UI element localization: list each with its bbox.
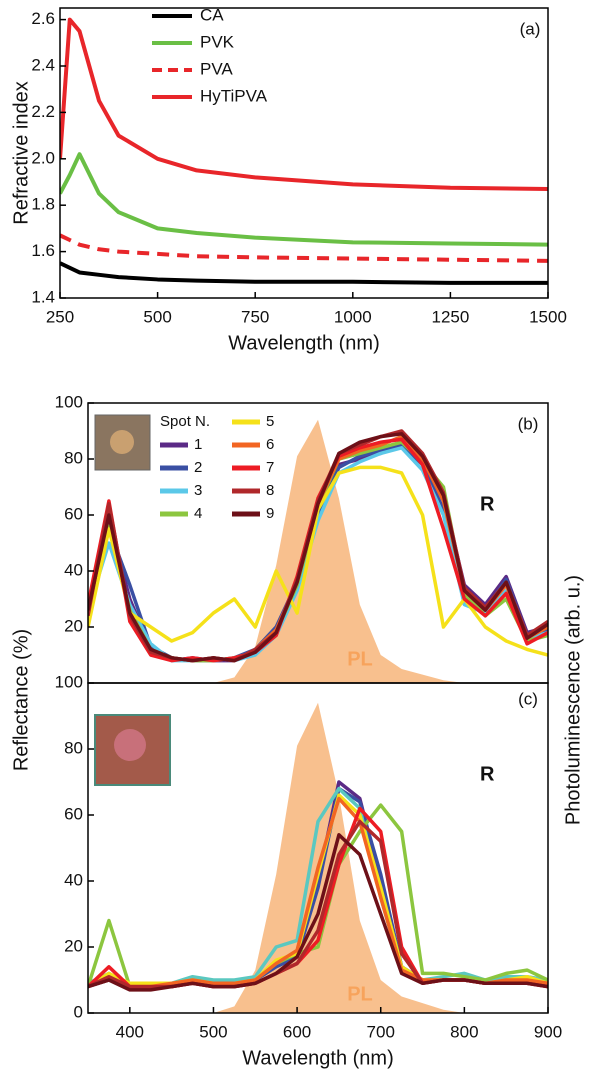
- y-tick-label: 1.8: [31, 195, 55, 214]
- series-line: [60, 17, 548, 191]
- legend-label: 7: [266, 459, 274, 476]
- x-tick-label: 500: [199, 1022, 227, 1041]
- series-line: [60, 261, 548, 285]
- y-tick-label: 40: [64, 870, 83, 889]
- x-tick-label: 1000: [334, 307, 372, 326]
- y-tick-label: 2.4: [31, 55, 55, 74]
- y2-axis-label: Photoluminescence (arb. u.): [562, 575, 584, 825]
- plot-frame: [87, 682, 549, 1014]
- y-tick-label: 80: [64, 448, 83, 467]
- y-tick-label: 100: [55, 672, 83, 691]
- y-tick-label: 20: [64, 936, 83, 955]
- legend-label: 1: [194, 436, 202, 453]
- x-axis-label: Wavelength (nm): [228, 332, 380, 354]
- y-tick-label: 100: [55, 392, 83, 411]
- panel-label: (b): [518, 414, 539, 433]
- legend-label: PVK: [200, 32, 235, 51]
- y-tick-label: 1.6: [31, 241, 55, 260]
- legend-label: 6: [266, 436, 274, 453]
- legend-label: PVA: [200, 59, 233, 78]
- y-tick-label: 20: [64, 616, 83, 635]
- y-tick-label: 40: [64, 560, 83, 579]
- y-tick-label: 80: [64, 738, 83, 757]
- x-tick-label: 1250: [431, 307, 469, 326]
- y-tick-label: 2.6: [31, 9, 55, 28]
- pl-area: [88, 419, 548, 683]
- r-label: R: [480, 493, 495, 515]
- x-tick-label: 900: [534, 1022, 562, 1041]
- y-tick-label: 2.0: [31, 148, 55, 167]
- legend-label: HyTiPVA: [200, 86, 268, 105]
- legend-label: 4: [194, 505, 202, 522]
- legend-label: 2: [194, 459, 202, 476]
- panel-label: (a): [520, 19, 541, 38]
- x-tick-label: 400: [116, 1022, 144, 1041]
- x-tick-label: 1500: [529, 307, 567, 326]
- y-tick-label: 60: [64, 504, 83, 523]
- legend-label: 8: [266, 482, 274, 499]
- series-line: [60, 233, 548, 263]
- y-tick-label: 60: [64, 804, 83, 823]
- pl-area: [88, 702, 548, 1013]
- inset-spot: [114, 729, 146, 761]
- legend-title: Spot N.: [160, 413, 210, 430]
- legend-label: 3: [194, 482, 202, 499]
- x-tick-label: 600: [283, 1022, 311, 1041]
- plot-frame: [59, 7, 549, 299]
- y-tick-label: 1.4: [31, 287, 55, 306]
- x-tick-label: 800: [450, 1022, 478, 1041]
- x-axis-label: Wavelength (nm): [242, 1047, 394, 1069]
- x-tick-label: 500: [143, 307, 171, 326]
- y-tick-label: 0: [74, 1002, 83, 1021]
- pl-label: PL: [347, 648, 373, 670]
- r-label: R: [480, 763, 495, 785]
- y-tick-label: 2.2: [31, 102, 55, 121]
- pl-label: PL: [347, 983, 373, 1005]
- series-line: [88, 432, 548, 663]
- x-tick-label: 750: [241, 307, 269, 326]
- legend-label: CA: [200, 5, 224, 24]
- legend-label: 9: [266, 505, 274, 522]
- y-axis-label: Refractive index: [10, 81, 32, 224]
- inset-spot: [110, 430, 134, 454]
- series-line: [60, 152, 548, 247]
- legend-label: 5: [266, 413, 274, 430]
- series-line: [88, 833, 548, 992]
- y-axis-label: Reflectance (%): [10, 629, 32, 771]
- x-tick-label: 700: [367, 1022, 395, 1041]
- panel-label: (c): [518, 689, 538, 708]
- x-tick-label: 250: [46, 307, 74, 326]
